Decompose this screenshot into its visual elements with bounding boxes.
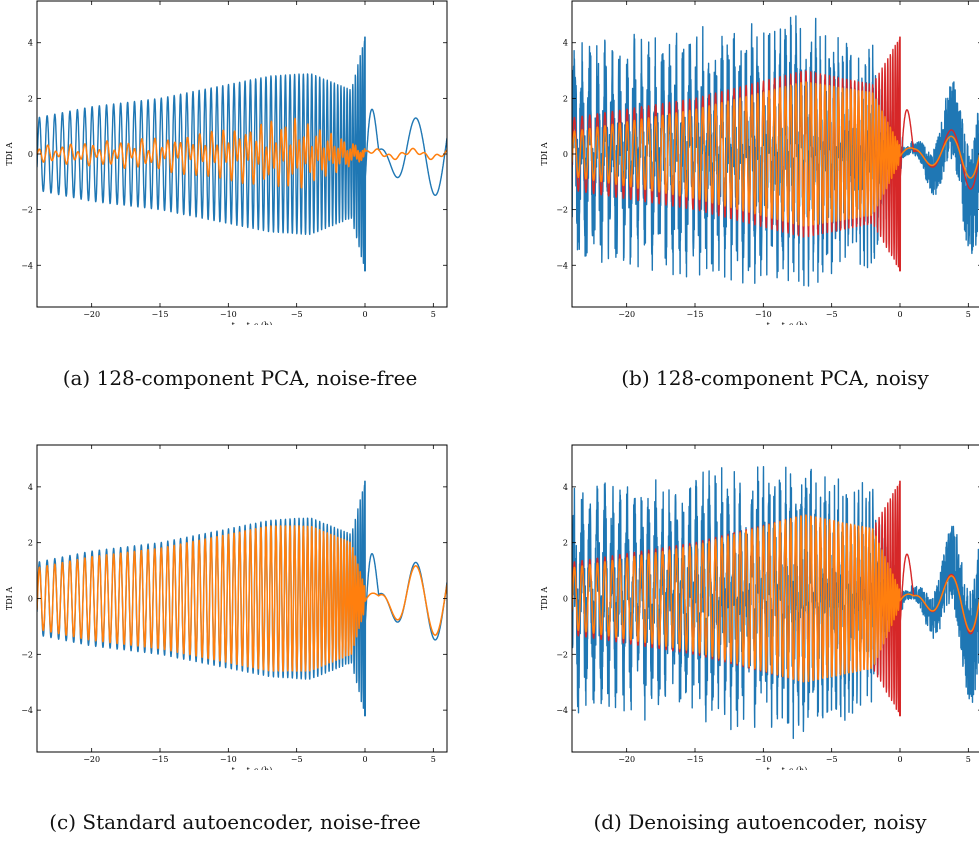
panel-d: −20−15−10−505−4−2024t − t_c (h)TDI A: [535, 440, 979, 770]
x-tick-label: 0: [362, 755, 367, 764]
x-tick-label: 5: [431, 755, 436, 764]
x-tick-label: −10: [220, 310, 237, 319]
series-line-reconstruction: [572, 81, 979, 227]
y-tick-label: −2: [21, 206, 33, 215]
x-tick-label: −5: [291, 310, 303, 319]
y-tick-label: −2: [556, 650, 568, 659]
series-group: [572, 15, 979, 287]
plot-d: −20−15−10−505−4−2024t − t_c (h)TDI A: [540, 444, 979, 770]
x-tick-label: 5: [966, 310, 971, 319]
y-tick-label: 2: [28, 94, 33, 103]
x-tick-label: −5: [826, 310, 838, 319]
x-tick-label: −20: [83, 755, 100, 764]
x-axis-label: t − t_c (h): [767, 321, 808, 325]
x-tick-label: −15: [152, 310, 169, 319]
plot-b: −20−15−10−505−4−2024t − t_c (h)TDI A: [540, 0, 979, 325]
y-tick-label: 0: [563, 595, 568, 604]
plot-c: −20−15−10−505−4−2024t − t_c (h)TDI A: [5, 444, 448, 770]
x-tick-label: −15: [152, 755, 169, 764]
y-tick-label: −2: [556, 206, 568, 215]
panel-c: −20−15−10−505−4−2024t − t_c (h)TDI A: [0, 440, 460, 770]
x-tick-label: 5: [431, 310, 436, 319]
y-tick-label: −4: [21, 261, 33, 270]
panel-a: −20−15−10−505−4−2024t − t_c (h)TDI A: [0, 0, 460, 325]
x-tick-label: −5: [291, 755, 303, 764]
x-tick-label: 5: [966, 755, 971, 764]
x-tick-label: 0: [897, 755, 902, 764]
x-tick-label: −10: [755, 310, 772, 319]
caption-a: (a) 128-component PCA, noise-free: [62, 366, 418, 390]
series-group: [37, 480, 447, 717]
y-tick-label: −4: [556, 261, 568, 270]
x-tick-label: −20: [618, 310, 635, 319]
y-tick-label: 2: [563, 94, 568, 103]
x-tick-label: −20: [618, 755, 635, 764]
y-tick-label: 2: [28, 539, 33, 548]
y-tick-label: 0: [563, 150, 568, 159]
x-tick-label: −15: [687, 310, 704, 319]
y-tick-label: −2: [21, 650, 33, 659]
caption-d: (d) Denoising autoencoder, noisy: [593, 810, 927, 834]
x-tick-label: −10: [220, 755, 237, 764]
series-line-reconstruction: [37, 117, 447, 189]
y-axis-label: TDI A: [540, 587, 549, 610]
y-tick-label: 0: [28, 150, 33, 159]
caption-b: (b) 128-component PCA, noisy: [621, 366, 929, 390]
x-tick-label: −20: [83, 310, 100, 319]
series-group: [37, 36, 447, 272]
x-tick-label: −15: [687, 755, 704, 764]
plot-a: −20−15−10−505−4−2024t − t_c (h)TDI A: [5, 0, 448, 325]
y-tick-label: 4: [28, 483, 33, 492]
x-tick-label: 0: [897, 310, 902, 319]
y-tick-label: 4: [563, 39, 568, 48]
y-tick-label: 0: [28, 595, 33, 604]
y-tick-label: 4: [563, 483, 568, 492]
series-line-reconstruction: [572, 514, 979, 683]
x-tick-label: 0: [362, 310, 367, 319]
x-axis-label: t − t_c (h): [767, 766, 808, 770]
y-axis-label: TDI A: [5, 587, 14, 610]
x-axis-label: t − t_c (h): [232, 321, 273, 325]
panel-b: −20−15−10−505−4−2024t − t_c (h)TDI A: [535, 0, 979, 325]
series-line-reconstruction: [37, 525, 447, 672]
y-tick-label: 2: [563, 539, 568, 548]
x-tick-label: −10: [755, 755, 772, 764]
y-tick-label: −4: [21, 706, 33, 715]
y-axis-label: TDI A: [540, 142, 549, 165]
y-axis-label: TDI A: [5, 142, 14, 165]
y-tick-label: −4: [556, 706, 568, 715]
y-tick-label: 4: [28, 39, 33, 48]
x-tick-label: −5: [826, 755, 838, 764]
series-group: [572, 466, 979, 740]
caption-c: (c) Standard autoencoder, noise-free: [49, 810, 421, 834]
x-axis-label: t − t_c (h): [232, 766, 273, 770]
